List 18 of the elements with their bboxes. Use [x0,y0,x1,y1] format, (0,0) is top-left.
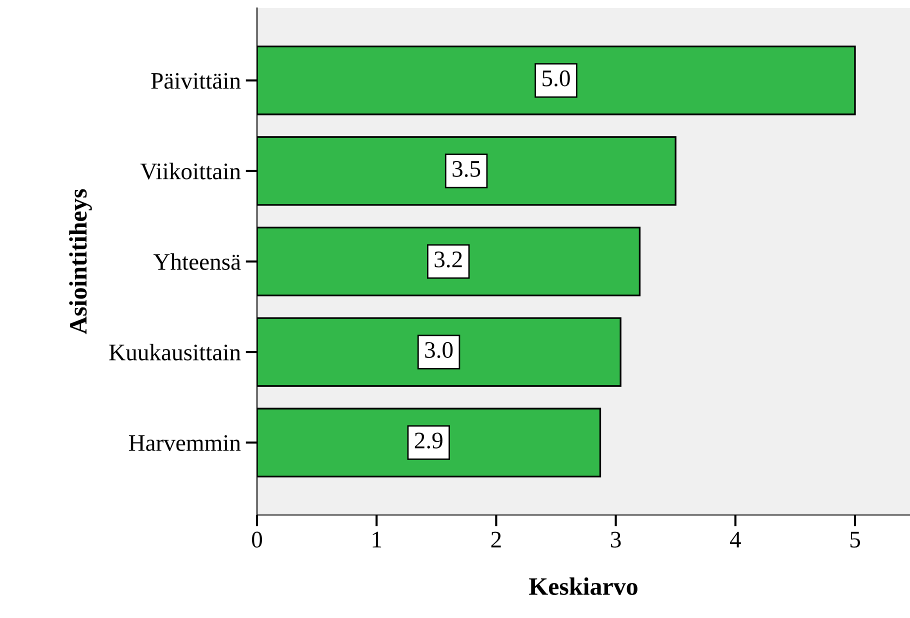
x-tick-label: 1 [372,532,382,548]
y-axis-title: Asiointitiheys [69,189,92,334]
y-tick-label: Kuukausittain [109,344,241,360]
x-tick-label: 3 [611,532,621,548]
x-tick-label: 0 [252,532,262,548]
y-tick-label: Yhteensä [153,253,241,270]
y-tick-label: Viikoittain [140,162,241,180]
data-label: 3.0 [425,342,453,358]
y-tick-label: Päivittäin [151,72,241,89]
data-label: 3.2 [434,252,462,268]
y-tick-label: Harvemmin [128,435,241,451]
data-label: 5.0 [542,70,570,86]
x-tick-label: 2 [491,532,501,548]
x-tick-label: 5 [850,532,860,548]
x-tick-label: 4 [730,532,741,548]
data-label: 2.9 [414,432,442,449]
data-label: 3.5 [452,161,480,177]
x-axis-title: Keskiarvo [529,577,638,595]
